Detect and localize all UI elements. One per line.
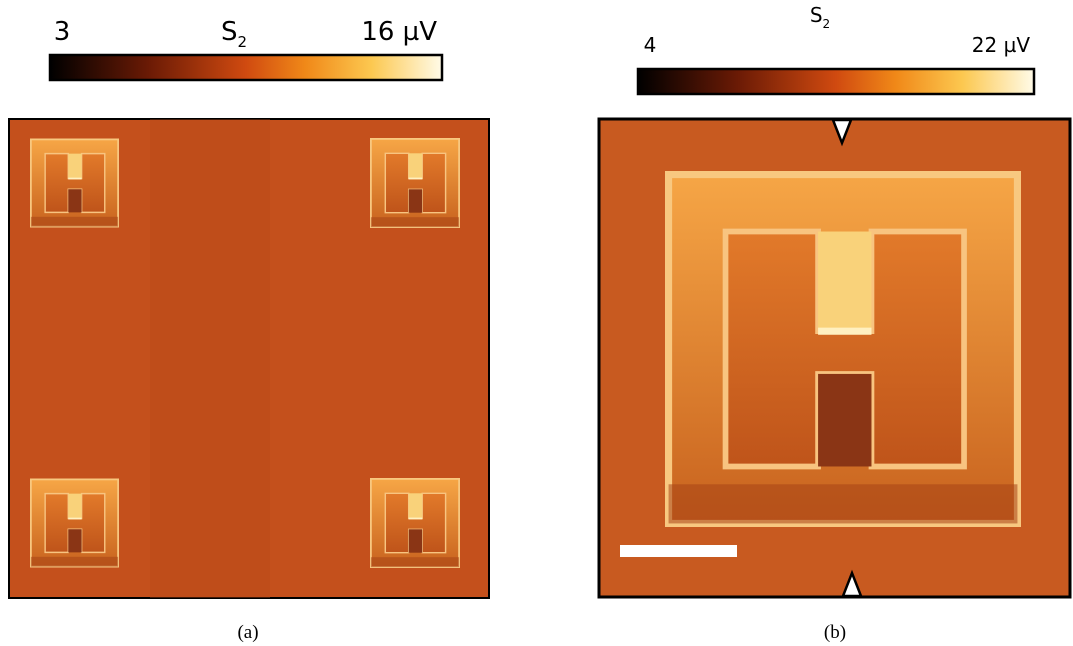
caption: (b) [824, 622, 846, 643]
subscript: 2 [237, 33, 247, 51]
colorbar-label: S2 [810, 3, 830, 31]
panel-a: 3 S2 16 µV (a) [8, 17, 490, 643]
device [370, 137, 460, 229]
device [669, 175, 1018, 524]
device [30, 478, 119, 568]
scale-bar [620, 545, 737, 557]
marker [831, 118, 853, 147]
colorbar-max: 22 µV [972, 33, 1031, 57]
colorbar-max: 16 µV [361, 17, 437, 47]
shade [150, 119, 270, 598]
symbol: S [810, 3, 823, 27]
device [30, 138, 119, 228]
marker [841, 569, 863, 598]
colorbar [48, 53, 444, 82]
subscript: 2 [823, 17, 831, 31]
colorbar-label: S2 [221, 17, 247, 51]
colorbar-min: 4 [644, 33, 657, 57]
symbol: S [221, 17, 238, 47]
panel-b: 4 S2 22 µV (b) [597, 3, 1072, 643]
colorbar [636, 67, 1036, 96]
colorbar-min: 3 [54, 17, 71, 47]
device [370, 477, 460, 569]
caption: (a) [237, 622, 258, 643]
